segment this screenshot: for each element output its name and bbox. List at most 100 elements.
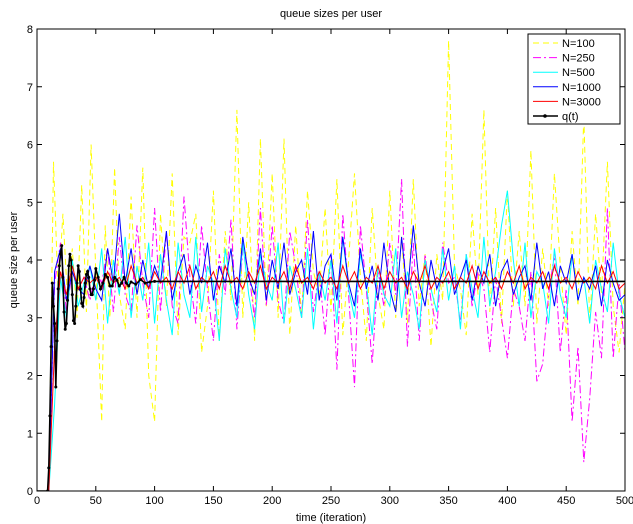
series-line-n-500: [37, 190, 625, 491]
series-point-q-t: [86, 270, 90, 274]
legend-label: q(t): [562, 111, 579, 123]
series-point-q-t: [79, 287, 83, 291]
series-point-q-t: [50, 281, 54, 285]
series-point-q-t: [148, 280, 152, 284]
series-point-q-t: [84, 272, 88, 276]
y-tick-label: 4: [27, 255, 33, 267]
series-point-q-t: [96, 275, 100, 279]
series-point-q-t: [73, 322, 77, 326]
series-point-q-t: [61, 275, 65, 279]
series-point-q-t: [80, 301, 84, 305]
legend-label: N=3000: [562, 96, 601, 108]
x-axis-label: time (iteration): [296, 512, 366, 524]
series-point-q-t: [75, 281, 79, 285]
y-tick-label: 3: [27, 313, 33, 325]
series-point-q-t: [76, 264, 80, 268]
series-line-n-100: [37, 40, 625, 491]
series-point-q-t: [71, 319, 75, 323]
series-point-q-t: [103, 272, 107, 276]
series-point-q-t: [74, 304, 78, 308]
series-point-q-t: [138, 278, 142, 282]
y-tick-label: 2: [27, 371, 33, 383]
series-point-q-t: [55, 339, 59, 343]
y-tick-label: 0: [27, 486, 33, 498]
series-point-q-t: [115, 278, 119, 282]
series-point-q-t: [122, 275, 126, 279]
y-tick-label: 6: [27, 140, 33, 152]
series-point-q-t: [91, 287, 95, 291]
series-line-q-t: [37, 245, 625, 491]
series-point-q-t: [127, 284, 131, 288]
series-point-q-t: [63, 327, 67, 331]
series-point-q-t: [82, 296, 86, 300]
legend-swatch-marker: [543, 114, 547, 118]
series-point-q-t: [54, 385, 58, 389]
series-point-q-t: [134, 282, 138, 286]
series-point-q-t: [94, 267, 98, 271]
series-point-q-t: [64, 322, 68, 326]
series-point-q-t: [117, 284, 121, 288]
series-point-q-t: [48, 414, 52, 418]
x-tick-label: 300: [381, 495, 399, 507]
legend-label: N=1000: [562, 82, 601, 94]
x-tick-label: 500: [616, 495, 633, 507]
series-point-q-t: [113, 275, 117, 279]
series-point-q-t: [129, 280, 133, 284]
series-line-n-1000: [37, 213, 625, 491]
chart-title: queue sizes per user: [280, 8, 382, 20]
series-point-q-t: [90, 293, 94, 297]
y-axis-label: queue size per user: [8, 211, 20, 308]
x-tick-label: 100: [145, 495, 163, 507]
series-point-q-t: [99, 287, 103, 291]
series-point-q-t: [153, 279, 157, 283]
series-point-q-t: [108, 284, 112, 288]
series-point-q-t: [47, 466, 51, 470]
legend: N=100 N=250 N=500 N=1000 N=3000 q(t): [527, 33, 621, 125]
series-point-q-t: [101, 281, 105, 285]
series-point-q-t: [88, 287, 92, 291]
series-point-q-t: [110, 284, 114, 288]
legend-label: N=250: [562, 53, 595, 65]
series-point-q-t: [68, 252, 72, 256]
series-point-q-t: [124, 281, 128, 285]
legend-label: N=500: [562, 67, 595, 79]
series-point-q-t: [93, 278, 97, 282]
series-point-q-t: [49, 345, 53, 349]
legend-box: [527, 33, 621, 125]
series-line-n-250: [37, 179, 625, 491]
series-point-q-t: [56, 287, 60, 291]
x-tick-label: 150: [204, 495, 222, 507]
series-point-q-t: [59, 252, 63, 256]
x-tick-label: 200: [263, 495, 281, 507]
series-point-q-t: [66, 298, 70, 302]
x-tick-label: 0: [34, 495, 40, 507]
series-point-q-t: [57, 264, 61, 268]
series-point-q-t: [83, 281, 87, 285]
series-point-q-t: [106, 275, 110, 279]
x-tick-label: 350: [439, 495, 457, 507]
y-tick-label: 8: [27, 24, 33, 36]
y-tick-label: 1: [27, 428, 33, 440]
series-point-q-t: [70, 293, 74, 297]
series-point-q-t: [51, 304, 55, 308]
series-point-q-t: [60, 244, 64, 248]
x-tick-label: 250: [322, 495, 340, 507]
x-tick-label: 50: [90, 495, 102, 507]
plot-frame: [36, 28, 626, 492]
legend-label: N=100: [562, 38, 595, 50]
series-point-q-t: [62, 310, 66, 314]
series-point-q-t: [67, 264, 71, 268]
series-point-q-t: [120, 281, 124, 285]
x-tick-label: 450: [557, 495, 575, 507]
series-layer: [37, 40, 625, 491]
series-point-q-t: [53, 322, 57, 326]
y-tick-label: 7: [27, 82, 33, 94]
series-point-q-t: [143, 281, 147, 285]
x-tick-label: 400: [498, 495, 516, 507]
series-point-q-t: [87, 275, 91, 279]
series-point-q-t: [81, 304, 85, 308]
series-point-q-t: [77, 270, 81, 274]
series-point-q-t: [69, 258, 73, 262]
y-tick-label: 5: [27, 197, 33, 209]
